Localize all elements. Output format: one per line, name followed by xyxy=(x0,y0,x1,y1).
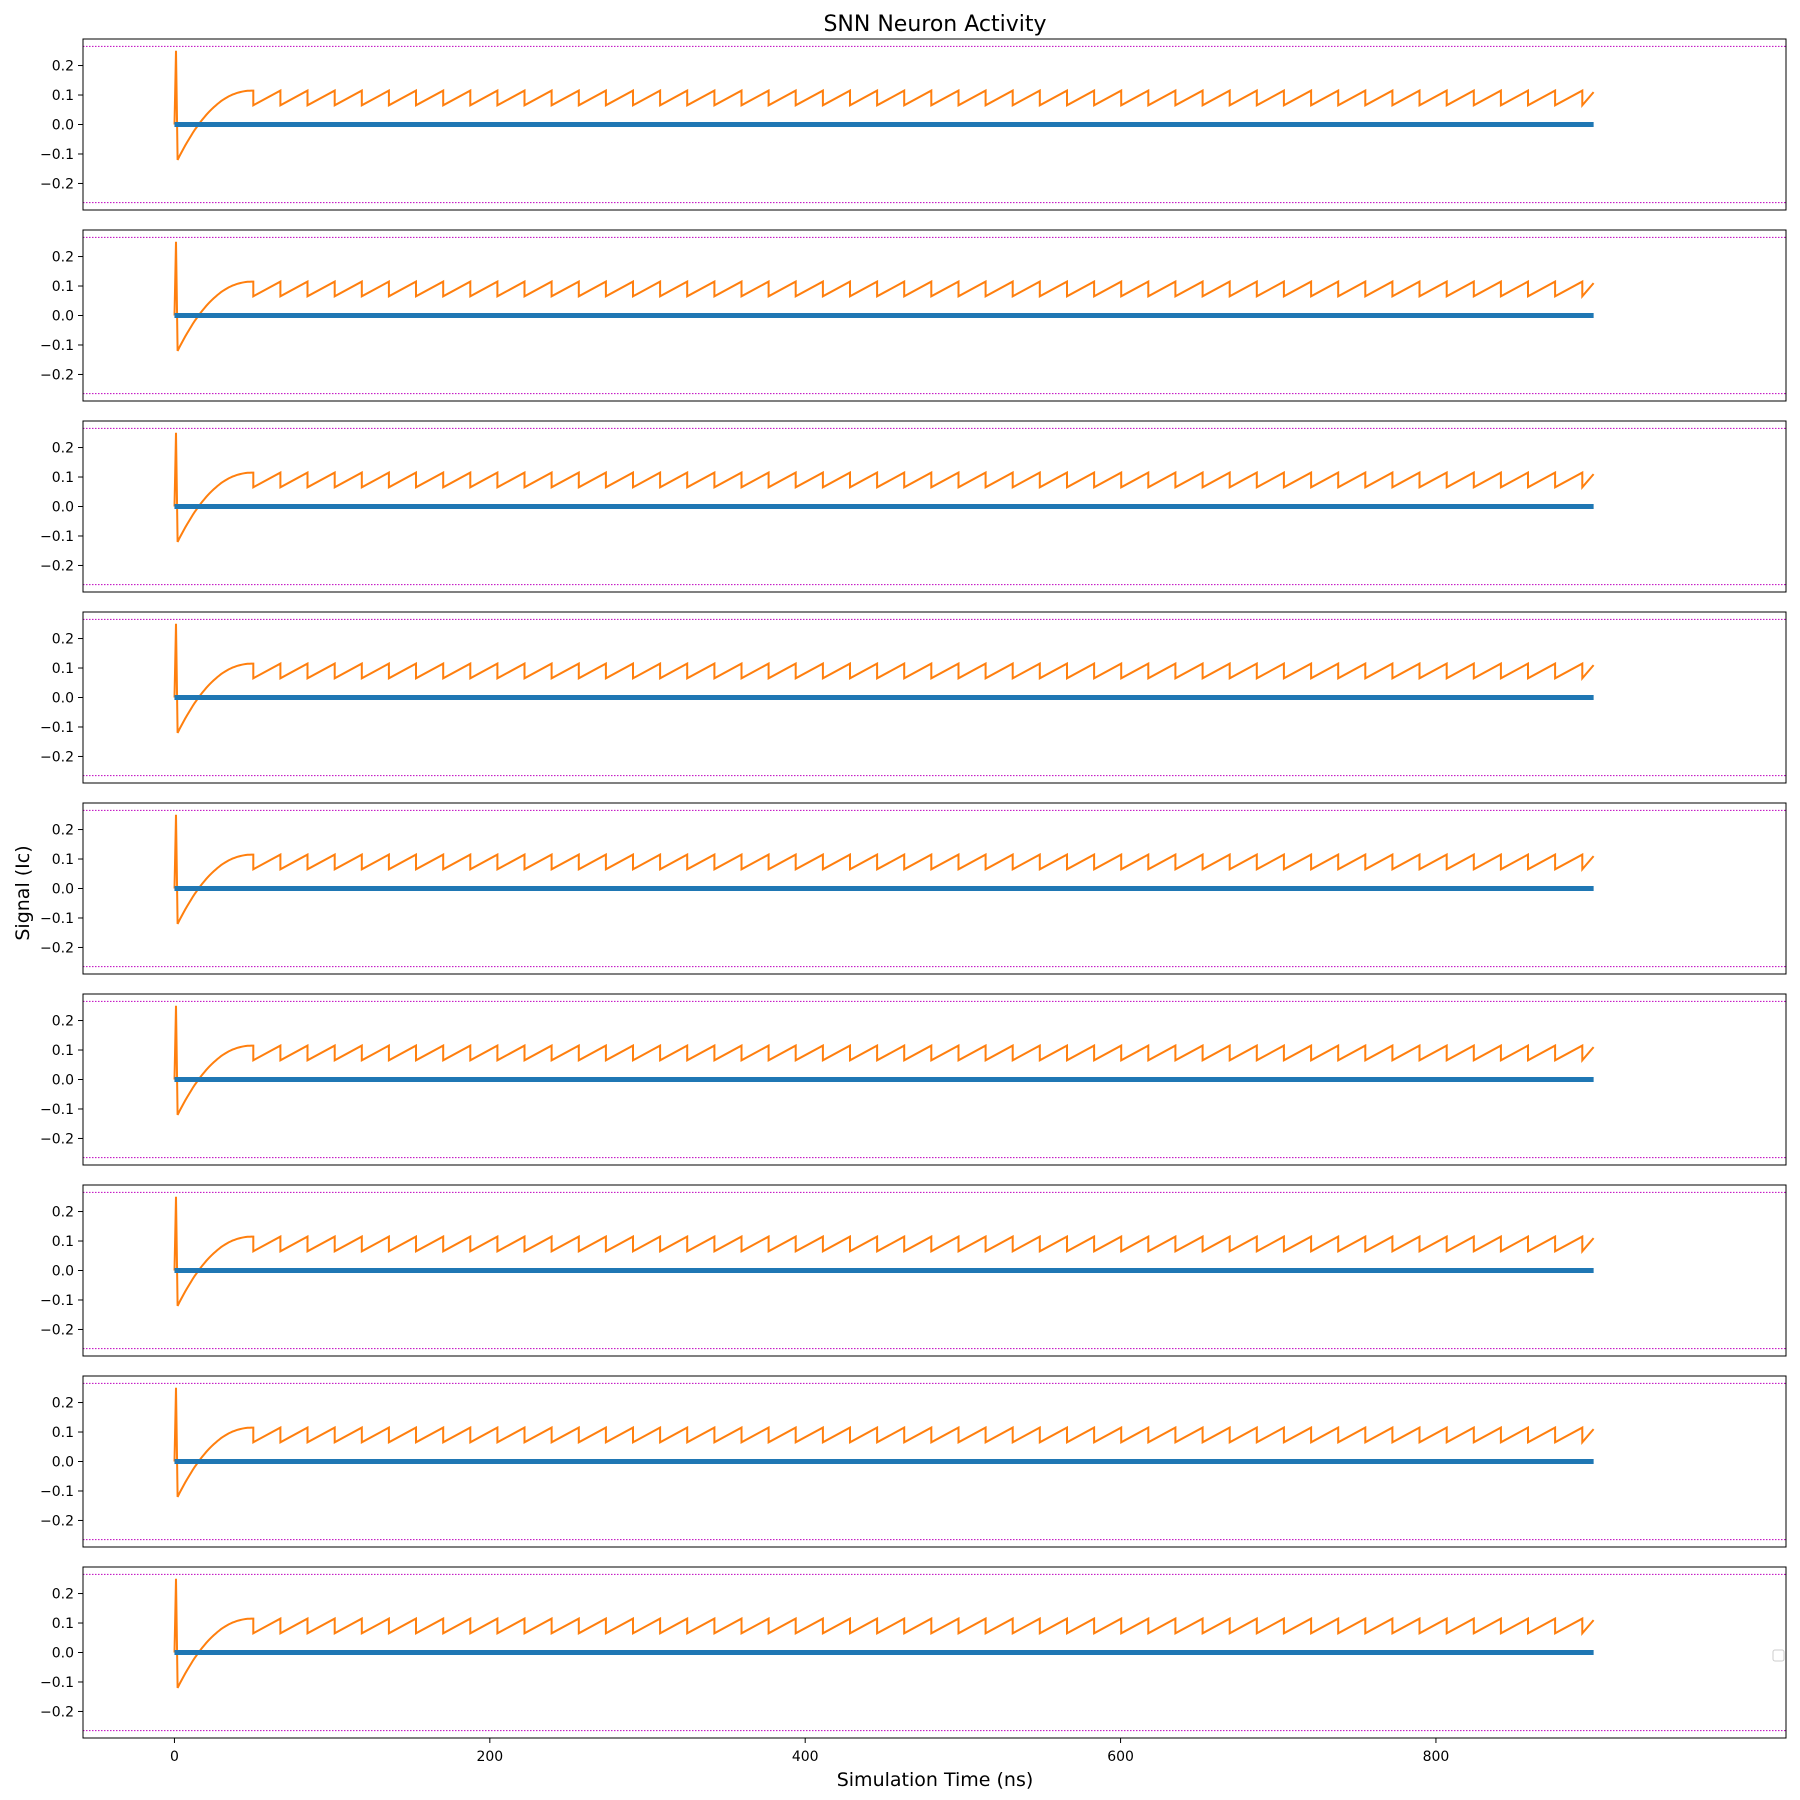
axes-frame xyxy=(82,1184,1787,1357)
signal-line xyxy=(173,1005,1595,1116)
signal-line xyxy=(173,623,1595,734)
signal-line xyxy=(173,814,1595,925)
axes-frame xyxy=(82,611,1787,784)
y-tick-label: 0.2 xyxy=(52,1396,74,1412)
y-tick-label: 0.1 xyxy=(52,279,74,295)
y-tick-label: 0.1 xyxy=(52,1043,74,1059)
subplot-7: 0.2 0.1 0.0 −0.1 −0.2 xyxy=(40,1184,1787,1357)
x-tick-label: 200 xyxy=(476,1749,503,1765)
y-tick-label: −0.1 xyxy=(40,338,74,354)
y-tick-label: −0.1 xyxy=(40,1484,74,1500)
y-tick-label: −0.2 xyxy=(40,1131,74,1147)
signal-line xyxy=(173,50,1595,161)
y-tick-label: 0.0 xyxy=(52,1073,74,1089)
y-tick-label: −0.2 xyxy=(40,176,74,192)
x-tick-label: 600 xyxy=(1107,1749,1134,1765)
y-tick-label: −0.1 xyxy=(40,1293,74,1309)
y-tick-label: −0.2 xyxy=(40,558,74,574)
axes-frame xyxy=(82,229,1787,402)
y-tick-label: 0.2 xyxy=(52,1587,74,1603)
signal-line xyxy=(173,1578,1595,1689)
y-tick-label: 0.2 xyxy=(52,250,74,266)
y-tick-label: −0.1 xyxy=(40,529,74,545)
y-tick-label: 0.1 xyxy=(52,1425,74,1441)
y-tick-label: 0.0 xyxy=(52,500,74,516)
subplot-1: 0.2 0.1 0.0 −0.1 −0.2 xyxy=(40,38,1787,211)
legend-box xyxy=(1772,1649,1785,1662)
y-tick-label: −0.2 xyxy=(40,749,74,765)
signal-line xyxy=(173,1387,1595,1498)
y-tick-label: −0.2 xyxy=(40,367,74,383)
y-axis-label: Signal (Ic) xyxy=(12,845,34,940)
y-tick-label: 0.1 xyxy=(52,661,74,677)
y-tick-label: 0.1 xyxy=(52,88,74,104)
legend xyxy=(1772,1649,1785,1662)
y-tick-label: −0.1 xyxy=(40,720,74,736)
y-tick-label: −0.2 xyxy=(40,1704,74,1720)
axes-frame xyxy=(82,802,1787,975)
axes-frame xyxy=(82,420,1787,593)
y-tick-label: 0.0 xyxy=(52,882,74,898)
subplot-8: 0.2 0.1 0.0 −0.1 −0.2 xyxy=(40,1375,1787,1548)
signal-line xyxy=(173,241,1595,352)
y-tick-label: 0.1 xyxy=(52,852,74,868)
subplot-5: 0.2 0.1 0.0 −0.1 −0.2 xyxy=(40,802,1787,975)
axes-frame xyxy=(82,1375,1787,1548)
y-tick-label: 0.0 xyxy=(52,691,74,707)
y-tick-label: 0.0 xyxy=(52,1455,74,1471)
y-tick-label: 0.2 xyxy=(52,632,74,648)
y-tick-label: −0.2 xyxy=(40,940,74,956)
y-tick-label: 0.2 xyxy=(52,441,74,457)
y-tick-label: 0.1 xyxy=(52,470,74,486)
x-axis: 0 200 400 600 800 xyxy=(170,1738,1449,1765)
subplot-6: 0.2 0.1 0.0 −0.1 −0.2 xyxy=(40,993,1787,1166)
subplot-9: 0.2 0.1 0.0 −0.1 −0.2 xyxy=(40,1566,1787,1739)
y-tick-label: 0.2 xyxy=(52,1205,74,1221)
x-tick-label: 400 xyxy=(792,1749,819,1765)
subplots: 0.2 0.1 0.0 −0.1 −0.2 0.2 0.1 0.0 −0.1 −0.2 0.2 0.1… xyxy=(40,38,1787,1739)
x-tick-label: 800 xyxy=(1423,1749,1450,1765)
y-tick-label: 0.0 xyxy=(52,1646,74,1662)
subplot-2: 0.2 0.1 0.0 −0.1 −0.2 xyxy=(40,229,1787,402)
x-axis-label: Simulation Time (ns) xyxy=(837,1769,1034,1791)
y-tick-label: 0.0 xyxy=(52,118,74,134)
signal-line xyxy=(173,1196,1595,1307)
y-tick-label: 0.0 xyxy=(52,309,74,325)
y-tick-label: −0.1 xyxy=(40,1102,74,1118)
y-tick-label: 0.0 xyxy=(52,1264,74,1280)
y-tick-label: 0.1 xyxy=(52,1616,74,1632)
subplot-3: 0.2 0.1 0.0 −0.1 −0.2 xyxy=(40,420,1787,593)
y-tick-label: −0.1 xyxy=(40,1675,74,1691)
y-tick-label: 0.1 xyxy=(52,1234,74,1250)
y-tick-label: −0.2 xyxy=(40,1322,74,1338)
y-tick-label: −0.1 xyxy=(40,911,74,927)
x-tick-label: 0 xyxy=(170,1749,179,1765)
y-tick-label: −0.2 xyxy=(40,1513,74,1529)
y-tick-label: 0.2 xyxy=(52,1014,74,1030)
axes-frame xyxy=(82,38,1787,211)
axes-frame xyxy=(82,993,1787,1166)
subplot-4: 0.2 0.1 0.0 −0.1 −0.2 xyxy=(40,611,1787,784)
y-tick-label: 0.2 xyxy=(52,823,74,839)
y-tick-label: −0.1 xyxy=(40,147,74,163)
y-tick-label: 0.2 xyxy=(52,59,74,75)
signal-line xyxy=(173,432,1595,543)
axes-frame xyxy=(82,1566,1787,1739)
chart-title: SNN Neuron Activity xyxy=(823,12,1046,37)
